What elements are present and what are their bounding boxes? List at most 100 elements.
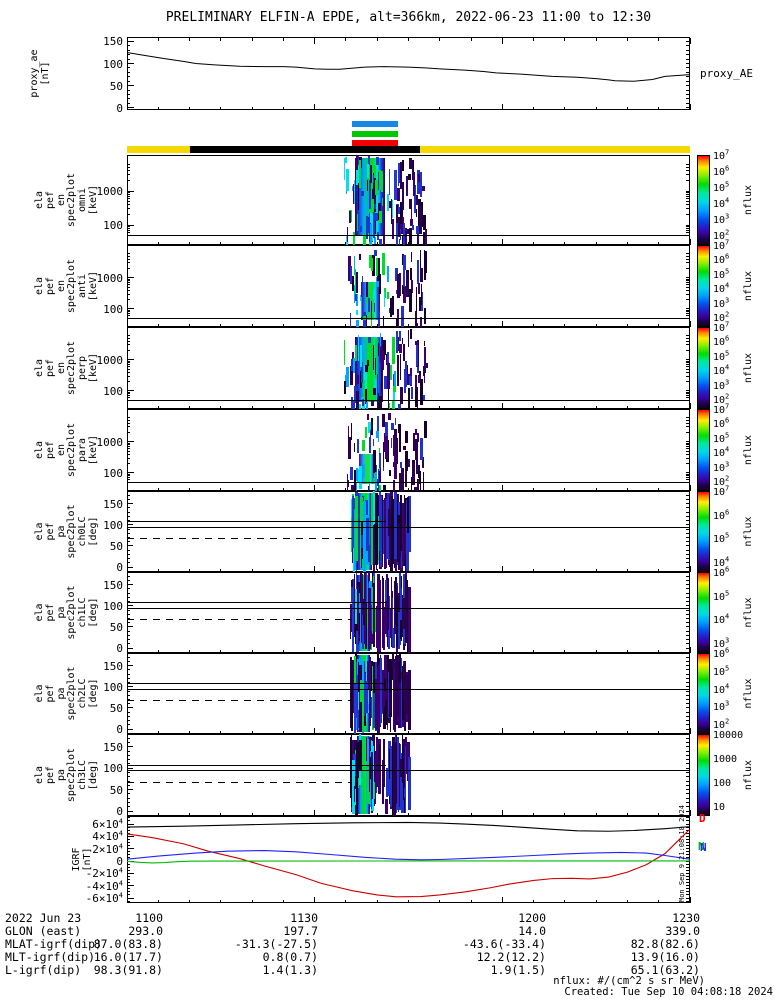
blob-speckle bbox=[373, 661, 376, 723]
time-tick bbox=[408, 242, 409, 245]
blob-speckle bbox=[395, 331, 398, 354]
time-tick bbox=[595, 813, 597, 816]
blob-speckle bbox=[351, 397, 354, 409]
blob-speckle bbox=[397, 355, 400, 382]
ch1LC-spectrogram-data bbox=[127, 572, 690, 653]
log-minor-tick bbox=[686, 450, 690, 452]
deg-minor-tick bbox=[127, 776, 130, 778]
blob-speckle bbox=[403, 778, 406, 807]
blob-speckle bbox=[353, 469, 356, 491]
colorbar-tick-label: 105 bbox=[713, 267, 730, 281]
proxy-minor-tick bbox=[686, 98, 690, 100]
blob-speckle bbox=[379, 238, 383, 245]
log-major-tick bbox=[127, 308, 134, 310]
time-tick bbox=[470, 900, 472, 903]
blob-speckle bbox=[359, 680, 363, 702]
legend-blue-bar bbox=[352, 121, 398, 127]
time-tick bbox=[564, 406, 566, 409]
blob-speckle bbox=[368, 572, 371, 600]
y-tick-label: 0 bbox=[116, 101, 123, 115]
blob-speckle bbox=[417, 260, 420, 284]
time-tick bbox=[533, 488, 535, 491]
blob-speckle bbox=[405, 430, 409, 443]
log-minor-tick bbox=[127, 344, 130, 346]
igrf-minor-tick bbox=[686, 820, 690, 822]
log-minor-tick bbox=[686, 309, 690, 311]
blob-speckle bbox=[400, 215, 404, 234]
log-minor-tick bbox=[127, 366, 130, 368]
anti-colorbar-label: nflux bbox=[743, 270, 754, 302]
blob-speckle bbox=[405, 450, 409, 471]
time-tick bbox=[220, 324, 222, 327]
time-tick bbox=[439, 488, 441, 491]
blob-speckle bbox=[358, 182, 360, 211]
blob-speckle bbox=[379, 762, 381, 783]
deg-minor-tick bbox=[127, 677, 130, 679]
deg-major-tick bbox=[127, 584, 133, 586]
igrf-minor-tick bbox=[686, 817, 690, 819]
deg-major-tick bbox=[127, 647, 133, 649]
blob-speckle bbox=[387, 265, 390, 282]
colorbar-tick-label: 106 bbox=[713, 417, 730, 431]
log-minor-tick bbox=[686, 163, 690, 165]
blob-speckle bbox=[403, 286, 407, 303]
deg-minor-tick bbox=[686, 622, 690, 624]
blob-speckle bbox=[362, 440, 366, 452]
time-tick bbox=[220, 38, 222, 41]
log-minor-tick bbox=[127, 340, 130, 342]
colorbar-tick-label: 105 bbox=[713, 180, 730, 194]
blob-speckle bbox=[361, 276, 363, 295]
blob-speckle bbox=[351, 422, 353, 440]
blob-speckle bbox=[389, 307, 391, 314]
deg-minor-tick bbox=[127, 537, 130, 539]
blob-speckle bbox=[361, 361, 364, 384]
time-tick bbox=[626, 324, 628, 327]
y-tick-label: 4×104 bbox=[92, 829, 123, 844]
igrf-minor-tick bbox=[686, 888, 690, 890]
proxy-minor-tick bbox=[686, 49, 690, 51]
log-major-tick bbox=[686, 472, 690, 474]
log-minor-tick bbox=[127, 397, 130, 399]
igrf-minor-tick bbox=[127, 888, 130, 890]
blob-speckle bbox=[367, 360, 370, 367]
time-tick bbox=[345, 107, 347, 110]
blob-speckle bbox=[408, 199, 412, 210]
log-minor-tick bbox=[686, 368, 690, 370]
igrf-component-label: D bbox=[699, 812, 706, 825]
deg-minor-tick bbox=[127, 694, 130, 696]
time-tick bbox=[595, 406, 597, 409]
time-tick bbox=[314, 897, 316, 903]
log-minor-tick bbox=[127, 284, 130, 286]
time-tick bbox=[439, 406, 441, 409]
blob-speckle bbox=[407, 364, 409, 381]
time-tick bbox=[220, 569, 222, 572]
blob-speckle bbox=[399, 743, 401, 801]
deg-minor-tick bbox=[686, 784, 690, 786]
y-tick-label: 100 bbox=[103, 762, 123, 776]
y-tick-label: -4×104 bbox=[85, 879, 123, 893]
proxy-major-tick bbox=[127, 85, 134, 87]
blob-speckle bbox=[375, 215, 377, 235]
log-minor-tick bbox=[127, 253, 130, 255]
blob-speckle bbox=[357, 469, 360, 483]
blob-speckle bbox=[375, 157, 379, 166]
igrf-minor-tick bbox=[127, 854, 130, 856]
deg-minor-tick bbox=[686, 806, 690, 808]
time-tick bbox=[626, 242, 628, 245]
time-tick bbox=[439, 38, 441, 41]
blob-speckle bbox=[374, 180, 378, 196]
blob-speckle bbox=[416, 393, 418, 409]
ephemeris-value: 0.8(0.7) bbox=[262, 950, 318, 964]
igrf-major-tick bbox=[127, 823, 134, 825]
blob-speckle bbox=[370, 429, 372, 454]
time-tick bbox=[251, 731, 253, 734]
log-minor-tick bbox=[127, 381, 130, 383]
blob-speckle bbox=[356, 439, 359, 454]
blob-speckle bbox=[389, 693, 392, 712]
deg-minor-tick bbox=[127, 750, 130, 752]
deg-minor-tick bbox=[686, 537, 690, 539]
time-tick bbox=[564, 38, 566, 41]
blob-speckle bbox=[374, 395, 377, 401]
log-minor-tick bbox=[686, 293, 690, 295]
